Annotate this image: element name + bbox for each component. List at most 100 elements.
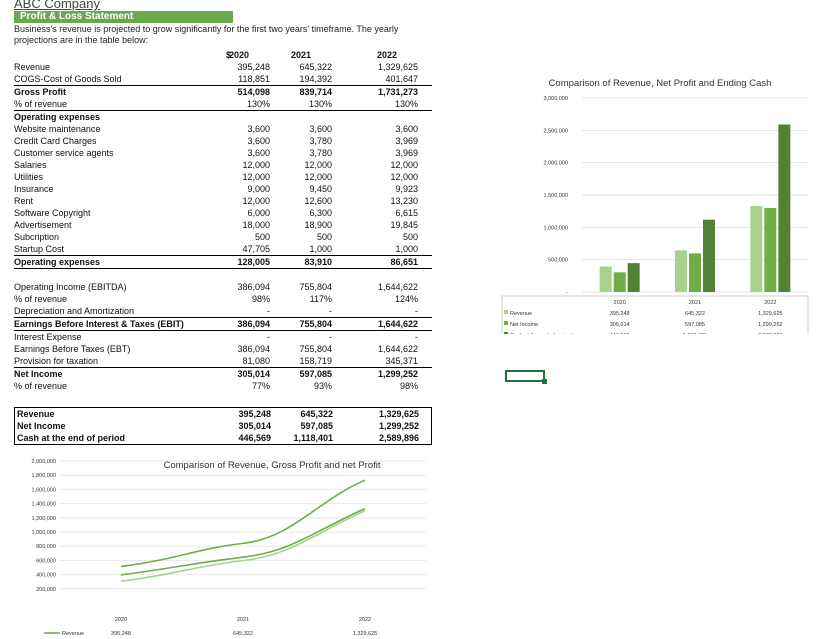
row-value[interactable]: 3,969 (395, 148, 418, 158)
summary-value[interactable]: 597,085 (300, 421, 333, 431)
row-label[interactable]: % of revenue (14, 99, 68, 109)
summary-value[interactable]: 395,248 (238, 409, 271, 419)
row-value[interactable]: 3,600 (395, 124, 418, 134)
row-label[interactable]: Advertisement (14, 220, 72, 230)
row-value[interactable]: 19,845 (390, 220, 418, 230)
bar-cash-at-the-end-of-period[interactable] (703, 219, 715, 292)
summary-value[interactable]: 2,589,896 (378, 433, 419, 443)
summary-value[interactable]: 645,322 (300, 409, 333, 419)
row-value[interactable]: 755,804 (299, 319, 332, 329)
row-value[interactable]: 839,714 (299, 87, 332, 97)
row-value[interactable]: 1,329,625 (377, 62, 418, 72)
row-value[interactable]: 1,000 (309, 244, 332, 254)
row-value[interactable]: 9,923 (395, 184, 418, 194)
row-value[interactable]: 83,910 (304, 257, 332, 267)
row-label[interactable]: Provision for taxation (14, 356, 99, 366)
row-value[interactable]: 12,000 (304, 172, 332, 182)
row-label[interactable]: Subcription (14, 232, 60, 242)
selected-cell-outline[interactable] (505, 370, 545, 382)
row-label[interactable]: Salaries (14, 160, 47, 170)
row-value[interactable]: 18,000 (242, 220, 270, 230)
summary-value[interactable]: 1,118,401 (293, 433, 333, 443)
row-value[interactable]: 500 (254, 232, 270, 242)
row-value[interactable]: 755,804 (299, 344, 332, 354)
row-value[interactable]: 3,780 (309, 136, 332, 146)
row-value[interactable]: 194,392 (299, 74, 332, 84)
row-value[interactable]: 12,000 (304, 160, 332, 170)
row-value[interactable]: 1,000 (395, 244, 418, 254)
summary-label[interactable]: Revenue (17, 409, 55, 419)
row-value[interactable]: 386,094 (237, 319, 270, 329)
row-value[interactable]: 345,371 (385, 356, 418, 366)
row-value[interactable]: - (267, 306, 270, 316)
row-value[interactable]: 12,000 (390, 172, 418, 182)
row-value[interactable]: 500 (402, 232, 418, 242)
row-label[interactable]: % of revenue (14, 294, 68, 304)
row-value[interactable]: 118,851 (238, 74, 270, 84)
series-line[interactable] (120, 479, 366, 568)
bar-chart-revenue-profit-cash[interactable]: Comparison of Revenue, Net Profit and En… (500, 74, 820, 334)
bar-revenue[interactable] (750, 206, 763, 292)
row-value[interactable]: 1,644,622 (377, 319, 418, 329)
row-value[interactable]: 12,000 (242, 172, 270, 182)
row-value[interactable]: 81,080 (242, 356, 270, 366)
row-value[interactable]: 3,969 (395, 136, 418, 146)
row-label[interactable]: Website maintenance (14, 124, 101, 134)
row-value[interactable]: 77% (251, 381, 270, 391)
row-value[interactable]: - (415, 332, 418, 342)
summary-value[interactable]: 1,329,625 (378, 409, 419, 419)
bar-revenue[interactable] (599, 266, 612, 292)
row-label[interactable]: Rent (14, 196, 34, 206)
row-value[interactable]: 18,900 (304, 220, 332, 230)
row-label[interactable]: % of revenue (14, 381, 68, 391)
line-chart-revenue-gross-net[interactable]: 200,000 400,000 600,000 800,000 1,000,000 1,2… (14, 455, 432, 639)
row-value[interactable]: 130% (246, 99, 270, 109)
row-value[interactable]: 9,000 (247, 184, 270, 194)
row-value[interactable]: 6,615 (395, 208, 418, 218)
row-value[interactable]: 98% (399, 381, 418, 391)
row-value[interactable]: 47,705 (242, 244, 270, 254)
bar-net-income[interactable] (689, 253, 701, 292)
row-label[interactable]: Customer service agents (14, 148, 114, 158)
row-label[interactable]: Interest Expense (14, 332, 82, 342)
row-value[interactable]: 597,085 (299, 369, 332, 379)
row-label[interactable]: Operating expenses (14, 257, 101, 267)
summary-value[interactable]: 1,299,252 (378, 421, 419, 431)
row-value[interactable]: - (267, 332, 270, 342)
fill-handle[interactable] (542, 379, 547, 384)
summary-label[interactable]: Net Income (17, 421, 66, 431)
row-value[interactable]: 3,600 (247, 124, 270, 134)
row-value[interactable]: 514,098 (237, 87, 270, 97)
row-label[interactable]: Startup Cost (14, 244, 65, 254)
row-value[interactable]: 386,094 (237, 282, 270, 292)
row-value[interactable]: 3,600 (247, 148, 270, 158)
bar-net-income[interactable] (764, 207, 777, 292)
row-value[interactable]: 305,014 (237, 369, 270, 379)
summary-value[interactable]: 305,014 (238, 421, 271, 431)
row-value[interactable]: 128,005 (237, 257, 270, 267)
row-label[interactable]: Earnings Before Interest & Taxes (EBIT) (14, 319, 184, 329)
row-label[interactable]: Net Income (14, 369, 63, 379)
year-header[interactable]: 2021 (290, 50, 312, 60)
row-label[interactable]: COGS-Cost of Goods Sold (14, 74, 122, 84)
row-value[interactable]: 13,230 (390, 196, 418, 206)
row-value[interactable]: 401,647 (385, 74, 418, 84)
row-value[interactable]: 500 (316, 232, 332, 242)
row-label[interactable]: Operating expenses (14, 112, 101, 122)
row-value[interactable]: 3,600 (309, 124, 332, 134)
row-value[interactable]: 395,248 (237, 62, 270, 72)
row-label[interactable]: Credit Card Charges (14, 136, 97, 146)
row-label[interactable]: Revenue (14, 62, 51, 72)
row-value[interactable]: 1,644,622 (377, 344, 418, 354)
row-label[interactable]: Software Copyright (14, 208, 91, 218)
row-label[interactable]: Operating Income (EBITDA) (14, 282, 127, 292)
row-value[interactable]: - (415, 306, 418, 316)
row-value[interactable]: 6,300 (309, 208, 332, 218)
row-value[interactable]: 117% (309, 294, 332, 304)
row-value[interactable]: 130% (394, 99, 418, 109)
row-label[interactable]: Gross Profit (14, 87, 67, 97)
bar-revenue[interactable] (675, 250, 687, 292)
row-value[interactable]: 3,780 (309, 148, 332, 158)
row-value[interactable]: 3,600 (247, 136, 270, 146)
bar-cash-at-the-end-of-period[interactable] (627, 263, 640, 292)
